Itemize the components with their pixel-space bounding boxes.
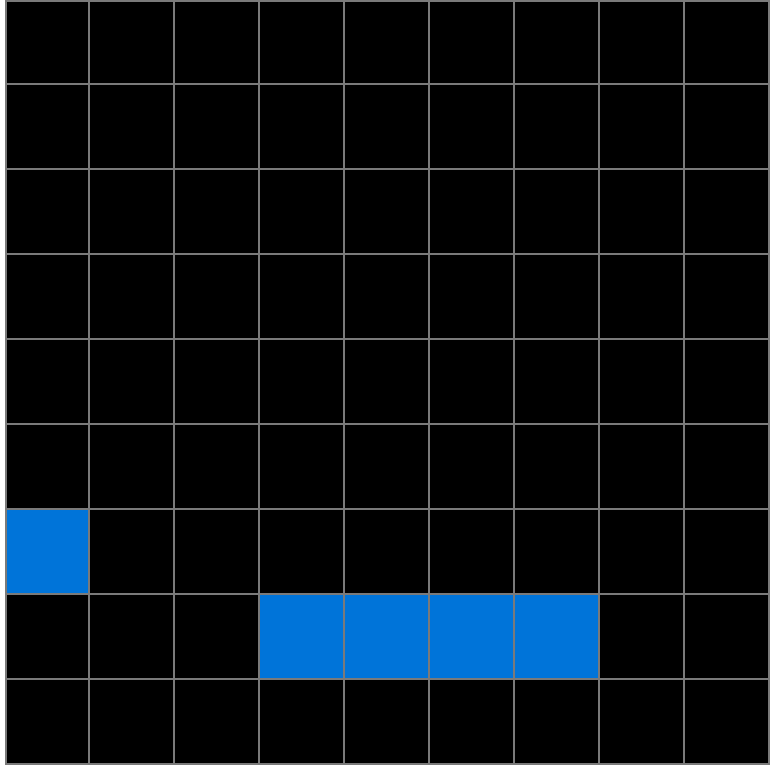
grid-cell-empty[interactable] (515, 85, 600, 170)
grid-cell-empty[interactable] (5, 170, 90, 255)
grid-cell-filled[interactable] (345, 595, 430, 680)
grid-cell-empty[interactable] (685, 255, 770, 340)
grid-cell-empty[interactable] (515, 170, 600, 255)
grid-cell-empty[interactable] (600, 595, 685, 680)
grid-cell-empty[interactable] (685, 510, 770, 595)
grid-cell-empty[interactable] (685, 425, 770, 510)
grid-cell-empty[interactable] (685, 595, 770, 680)
grid-cell-empty[interactable] (345, 510, 430, 595)
grid-cell-empty[interactable] (90, 85, 175, 170)
grid-cell-empty[interactable] (600, 255, 685, 340)
grid-cell-empty[interactable] (430, 255, 515, 340)
grid-cell-empty[interactable] (515, 680, 600, 765)
grid-cell-empty[interactable] (430, 0, 515, 85)
grid-cell-empty[interactable] (90, 0, 175, 85)
grid-cell-empty[interactable] (175, 680, 260, 765)
grid-cell-empty[interactable] (600, 0, 685, 85)
grid-cell-filled[interactable] (5, 510, 90, 595)
grid-cell-empty[interactable] (175, 595, 260, 680)
grid-cell-empty[interactable] (515, 255, 600, 340)
grid-cell-empty[interactable] (345, 680, 430, 765)
grid-cell-empty[interactable] (600, 680, 685, 765)
grid-cell-empty[interactable] (175, 425, 260, 510)
grid-cell-empty[interactable] (260, 0, 345, 85)
grid-cell-empty[interactable] (600, 510, 685, 595)
grid-cell-empty[interactable] (430, 425, 515, 510)
grid-cell-empty[interactable] (685, 85, 770, 170)
grid-cell-empty[interactable] (90, 255, 175, 340)
grid-cell-empty[interactable] (430, 170, 515, 255)
grid-cell-empty[interactable] (515, 425, 600, 510)
grid-cell-empty[interactable] (430, 510, 515, 595)
grid-cell-empty[interactable] (90, 425, 175, 510)
grid-cell-empty[interactable] (260, 680, 345, 765)
grid-cell-empty[interactable] (175, 255, 260, 340)
grid-cell-empty[interactable] (5, 680, 90, 765)
grid-cell-empty[interactable] (5, 595, 90, 680)
grid-cell-filled[interactable] (515, 595, 600, 680)
grid-cell-empty[interactable] (345, 340, 430, 425)
grid-cell-empty[interactable] (260, 170, 345, 255)
grid-cell-empty[interactable] (90, 680, 175, 765)
grid-cell-empty[interactable] (685, 340, 770, 425)
grid-cell-filled[interactable] (430, 595, 515, 680)
grid-cell-empty[interactable] (430, 680, 515, 765)
grid-cell-filled[interactable] (260, 595, 345, 680)
grid-cell-empty[interactable] (260, 510, 345, 595)
grid-cell-empty[interactable] (260, 340, 345, 425)
grid-cell-empty[interactable] (175, 85, 260, 170)
grid-cell-empty[interactable] (345, 255, 430, 340)
grid-cell-empty[interactable] (260, 425, 345, 510)
grid-cell-empty[interactable] (5, 340, 90, 425)
grid-cell-empty[interactable] (345, 85, 430, 170)
grid-cell-empty[interactable] (685, 0, 770, 85)
grid-cell-empty[interactable] (515, 340, 600, 425)
grid-cell-empty[interactable] (600, 85, 685, 170)
grid-cell-empty[interactable] (345, 0, 430, 85)
grid-cell-empty[interactable] (175, 510, 260, 595)
grid-cell-empty[interactable] (90, 595, 175, 680)
grid-cell-empty[interactable] (600, 340, 685, 425)
grid-cell-empty[interactable] (175, 340, 260, 425)
grid-cell-empty[interactable] (345, 425, 430, 510)
grid-cell-empty[interactable] (345, 170, 430, 255)
grid-cell-empty[interactable] (260, 85, 345, 170)
grid-cell-empty[interactable] (90, 340, 175, 425)
grid-cell-empty[interactable] (515, 0, 600, 85)
grid-cell-empty[interactable] (685, 680, 770, 765)
grid-cell-empty[interactable] (430, 85, 515, 170)
grid-cell-empty[interactable] (430, 340, 515, 425)
grid-cell-empty[interactable] (175, 170, 260, 255)
grid-cell-empty[interactable] (515, 510, 600, 595)
grid-cell-empty[interactable] (600, 425, 685, 510)
grid-cell-empty[interactable] (5, 0, 90, 85)
grid-cell-empty[interactable] (175, 0, 260, 85)
grid-cell-empty[interactable] (90, 510, 175, 595)
grid-cell-empty[interactable] (685, 170, 770, 255)
grid-cell-empty[interactable] (260, 255, 345, 340)
grid-cell-empty[interactable] (5, 425, 90, 510)
grid-cell-empty[interactable] (5, 85, 90, 170)
grid-cell-empty[interactable] (5, 255, 90, 340)
grid-cell-empty[interactable] (600, 170, 685, 255)
grid-cell-empty[interactable] (90, 170, 175, 255)
game-grid (5, 0, 770, 765)
